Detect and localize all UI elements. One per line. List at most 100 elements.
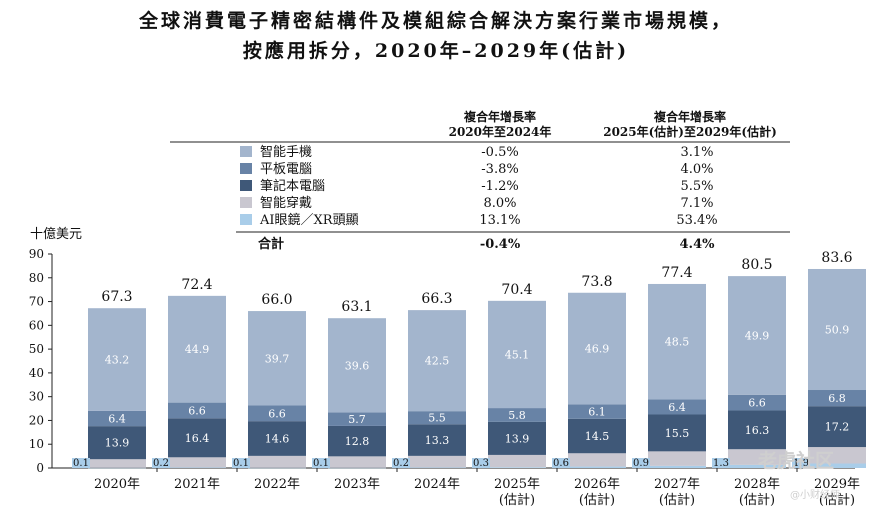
cagr-header-col2-line1: 複合年增長率 [653,110,726,124]
y-tick-label: 90 [29,247,44,261]
bar-notebook [568,418,626,454]
data-label-bg-ai_glasses [712,458,730,468]
bar-wearable [88,459,146,468]
data-label-tablet: 6.6 [268,407,286,420]
data-label-ai_glasses: 1.3 [713,458,729,469]
cagr-header-col2-line2: 2025年(估計)至2029年(估計) [603,125,777,139]
data-label-bg-ai_glasses [472,458,490,468]
data-label-tablet: 5.7 [348,413,366,426]
bar-wearable [728,449,786,465]
data-label-ai_glasses: 0.2 [153,458,169,469]
bar-tablet [408,411,466,425]
bar-wearable [408,455,466,468]
bar-ai_glasses [168,467,226,469]
data-label-smartphone: 45.1 [505,348,530,361]
bar-notebook [168,418,226,458]
data-label-tablet: 5.8 [508,409,526,422]
cagr-2025-2029-total: 4.4% [680,237,716,252]
bar-smartphone [88,308,146,411]
total-label: 77.4 [661,265,692,281]
data-label-bg-ai_glasses [312,458,330,468]
cagr-2025-2029-wearable: 7.1% [680,196,713,211]
bar-notebook [408,424,466,456]
bar-ai_glasses [648,465,706,468]
total-label: 72.4 [181,277,212,293]
data-label-notebook: 14.6 [265,433,290,446]
bar-tablet [808,390,866,407]
data-label-tablet: 6.6 [188,404,206,417]
data-label-bg-ai_glasses [552,458,570,468]
x-tick-label: 2025年 [494,477,540,492]
data-label-notebook: 13.9 [505,432,530,445]
watermark-text: 老虎社区 [758,450,835,472]
bar-smartphone [808,268,866,391]
y-tick-label: 80 [29,271,44,285]
total-label: 80.5 [741,257,772,273]
data-label-ai_glasses: 1.9 [793,458,809,469]
bar-smartphone [248,311,306,406]
data-label-notebook: 13.3 [425,434,450,447]
bar-smartphone [328,318,386,413]
data-label-ai_glasses: 0.1 [313,458,329,469]
legend-swatch-wearable [240,197,252,208]
bar-ai_glasses [88,467,146,469]
data-label-smartphone: 39.6 [345,359,370,372]
legend-swatch-notebook [240,180,252,191]
bar-smartphone [568,292,626,405]
y-tick-label: 60 [29,318,44,332]
watermark-handle: @小财经师 [790,490,840,501]
bar-smartphone [728,276,786,395]
x-tick-label: 2028年 [734,477,780,492]
y-tick-label: 70 [29,295,44,309]
bar-notebook [728,410,786,450]
data-label-bg-ai_glasses [72,458,90,468]
total-label: 73.8 [581,274,612,290]
x-tick-label: 2023年 [334,477,380,492]
total-label: 83.6 [821,250,852,266]
total-label: 63.1 [341,299,372,315]
data-label-ai_glasses: 0.9 [633,458,649,469]
cagr-2025-2029-smartphone: 3.1% [680,145,713,160]
bar-smartphone [488,300,546,409]
chart-title-line-2: 按應用拆分，2020年–2029年(估計) [242,40,630,62]
chart-title-line-1: 全球消費電子精密結構件及模組綜合解決方案行業市場規模， [138,10,733,32]
data-label-notebook: 15.5 [665,427,690,440]
data-label-tablet: 6.4 [668,401,686,414]
x-tick-label: 2027年 [654,477,700,492]
total-label: 66.0 [261,292,292,308]
x-tick-label: 2026年 [574,477,620,492]
y-tick-label: 50 [29,342,44,356]
data-label-tablet: 6.6 [748,397,766,410]
bar-ai_glasses [488,467,546,468]
x-tick-label: (估計) [659,492,695,508]
x-tick-label: (估計) [739,492,775,508]
legend-swatch-ai_glasses [240,214,252,225]
data-label-bg-ai_glasses [152,458,170,468]
bar-tablet [328,412,386,426]
legend-label-total: 合計 [258,236,284,252]
bar-wearable [648,451,706,466]
y-axis-label: 十億美元 [30,226,82,242]
x-tick-label: 2021年 [174,477,220,492]
bar-tablet [168,402,226,419]
bar-notebook [648,414,706,452]
data-label-smartphone: 44.9 [185,343,210,356]
bar-smartphone [408,310,466,412]
bar-notebook [488,421,546,455]
legend-label-smartphone: 智能手機 [260,145,312,160]
bar-smartphone [648,283,706,400]
data-label-notebook: 16.4 [185,432,210,445]
data-label-notebook: 17.2 [825,421,850,434]
bar-notebook [248,421,306,456]
cagr-2020-2024-tablet: -3.8% [481,162,518,177]
bar-ai_glasses [248,467,306,469]
data-label-notebook: 14.5 [585,430,610,443]
bar-ai_glasses [808,463,866,468]
data-label-ai_glasses: 0.6 [553,458,569,469]
data-label-smartphone: 48.5 [665,336,690,349]
data-label-notebook: 16.3 [745,424,770,437]
legend-label-ai_glasses: AI眼鏡／XR頭顯 [259,213,359,228]
cagr-header-col1-line2: 2020年至2024年 [448,125,552,139]
cagr-2020-2024-notebook: -1.2% [481,179,518,194]
legend-label-tablet: 平板電腦 [260,162,312,177]
